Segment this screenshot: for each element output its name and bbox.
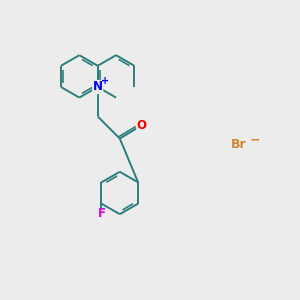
Text: N: N [93,80,103,94]
Text: F: F [98,207,105,220]
Text: +: + [101,76,109,85]
Text: −: − [249,133,260,146]
Text: O: O [137,119,147,132]
Text: Br: Br [230,138,246,151]
